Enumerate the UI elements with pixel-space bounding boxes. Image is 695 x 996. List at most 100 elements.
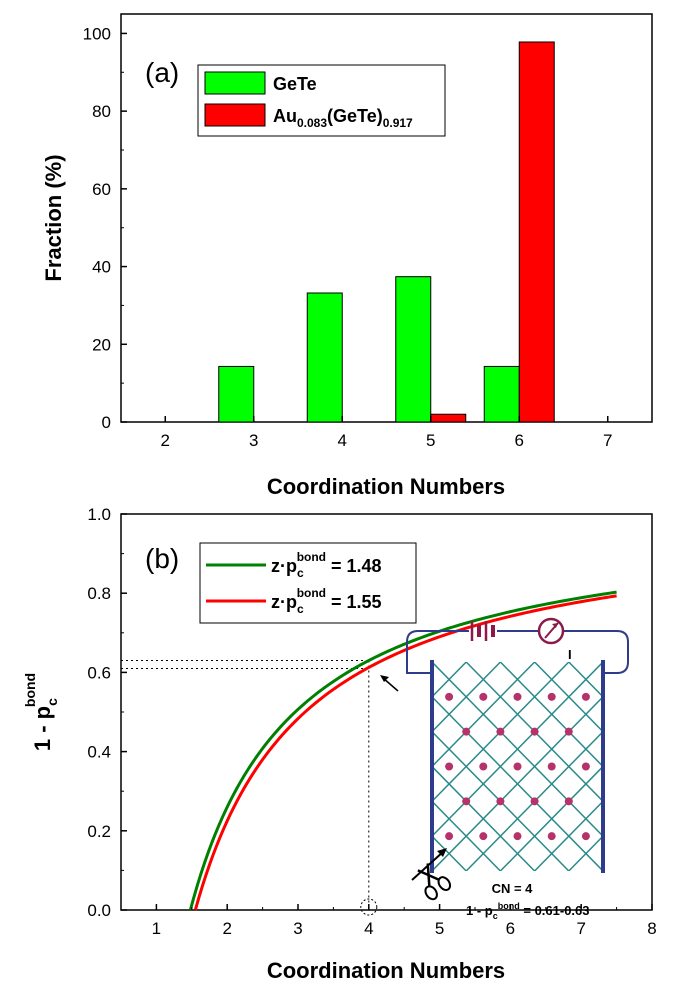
x-tick-label: 5 — [426, 431, 435, 450]
mesh-bond — [432, 662, 570, 803]
mesh-bond — [637, 662, 695, 871]
mesh-bond — [432, 695, 603, 871]
mesh-node — [462, 797, 471, 806]
scissors-icon — [417, 863, 452, 901]
mesh-bond — [432, 662, 501, 733]
mesh-bond — [124, 662, 329, 871]
mesh-node — [445, 762, 454, 771]
panel-b-y-ticks: 0.0 0.2 0.4 0.6 0.8 1.0 — [87, 505, 127, 920]
panel-a-bar-chart: 2 3 4 5 6 7 0 20 40 60 80 100 (a) Coordination Num… — [41, 13, 653, 499]
x-tick-label: 6 — [515, 431, 524, 450]
panel-a-plot-frame — [120, 13, 653, 423]
x-tick-label: 2 — [222, 919, 231, 938]
inset-network-diagram: I CN = 4 1 - pcbond = 0.61-0.63 — [22, 617, 695, 921]
inset-cn-label: CN = 4 — [492, 881, 534, 896]
x-tick-label: 3 — [249, 431, 258, 450]
y-tick-label: 0.6 — [87, 663, 111, 682]
x-tick-label: 8 — [647, 919, 656, 938]
legend-swatch-gete — [204, 71, 266, 95]
mesh-node — [581, 692, 590, 701]
mesh-bond — [158, 662, 363, 871]
y-tick-label: 1.0 — [87, 505, 111, 524]
mesh-bond — [534, 662, 603, 733]
x-tick-label: 4 — [338, 431, 347, 450]
legend-label-au-gete: Au0.083(GeTe)0.917 — [273, 106, 413, 130]
panel-a-x-axis-label: Coordination Numbers — [267, 474, 505, 499]
y-tick-label: 20 — [92, 335, 111, 354]
mesh-bond — [499, 662, 603, 768]
mesh-node — [513, 832, 522, 841]
panel-b-label: (b) — [145, 543, 179, 574]
mesh-bond — [432, 662, 603, 838]
panel-a-x-ticks: 2 3 4 5 6 7 — [161, 416, 612, 450]
mesh-bond — [22, 662, 227, 871]
mesh-node — [479, 762, 488, 771]
bar-gete-cn4 — [306, 292, 343, 423]
panel-b-x-ticks: 1 2 3 4 5 6 7 8 — [152, 904, 657, 938]
x-tick-label: 6 — [506, 919, 515, 938]
curve-red-1-55 — [193, 594, 617, 911]
mesh-node — [547, 692, 556, 701]
y-tick-label: 0.0 — [87, 901, 111, 920]
mesh-bond — [671, 662, 695, 871]
mesh-node — [564, 797, 573, 806]
mesh-bond — [499, 765, 603, 871]
legend-label-gete: GeTe — [273, 74, 317, 94]
mesh-node — [530, 727, 539, 736]
mesh-bond — [432, 662, 536, 768]
ammeter-icon — [537, 617, 565, 645]
x-tick-label: 2 — [161, 431, 170, 450]
mesh-bond — [193, 662, 398, 871]
panel-a-bars — [218, 41, 555, 423]
x-tick-label: 4 — [364, 919, 373, 938]
y-tick-label: 40 — [92, 258, 111, 277]
mesh-node — [530, 797, 539, 806]
mesh-node — [496, 797, 505, 806]
mesh-node — [581, 832, 590, 841]
mesh-node — [496, 727, 505, 736]
mesh-node — [564, 727, 573, 736]
mesh-node — [445, 832, 454, 841]
legend-swatch-au-gete — [204, 103, 266, 127]
bar-gete-cn6 — [483, 365, 520, 423]
mesh-bond — [465, 730, 603, 871]
mesh-bond — [602, 869, 603, 871]
panel-a-legend: GeTe Au0.083(GeTe)0.917 — [197, 64, 446, 137]
y-tick-label: 100 — [83, 24, 111, 43]
x-tick-label: 7 — [576, 919, 585, 938]
mesh-node — [513, 692, 522, 701]
mesh-node — [513, 762, 522, 771]
arrow-to-curve-icon — [380, 675, 399, 692]
y-tick-label: 80 — [92, 102, 111, 121]
mesh-bond — [534, 800, 603, 871]
mesh-node — [479, 832, 488, 841]
curve-green-1-48 — [188, 590, 617, 911]
panel-a-y-ticks: 0 20 40 60 80 100 — [83, 24, 127, 432]
inset-range-label: 1 - pcbond = 0.61-0.63 — [466, 901, 590, 921]
mesh-node — [547, 832, 556, 841]
y-tick-label: 60 — [92, 180, 111, 199]
x-tick-label: 7 — [603, 431, 612, 450]
bar-gete-cn3 — [218, 365, 255, 423]
x-tick-label: 5 — [435, 919, 444, 938]
mesh-node — [479, 692, 488, 701]
panel-b-y-axis-label: 1 - pcbond — [22, 673, 60, 751]
panel-b-curves — [188, 590, 617, 911]
current-label: I — [568, 647, 572, 662]
x-tick-label: 1 — [152, 919, 161, 938]
y-tick-label: 0.2 — [87, 822, 111, 841]
mesh-node — [445, 692, 454, 701]
mesh-bond — [602, 662, 603, 664]
mesh-node — [581, 762, 590, 771]
panel-a-y-axis-label: Fraction (%) — [41, 154, 66, 281]
y-tick-label: 0 — [102, 413, 111, 432]
circuit-wire — [405, 630, 629, 674]
bar-gete-cn5 — [395, 276, 432, 423]
reference-circle — [360, 898, 378, 916]
panel-b-line-chart: 1 2 3 4 5 6 7 8 0.0 0.2 0.4 0.6 0.8 1.0 (b) Coordina… — [22, 505, 695, 983]
panel-b-reference-lines — [121, 660, 378, 916]
panel-b-legend: z·pcbond = 1.48 z·pcbond = 1.55 — [199, 542, 417, 624]
panel-b-legend-box — [199, 542, 417, 624]
legend-label-green: z·pcbond = 1.48 — [271, 550, 382, 580]
